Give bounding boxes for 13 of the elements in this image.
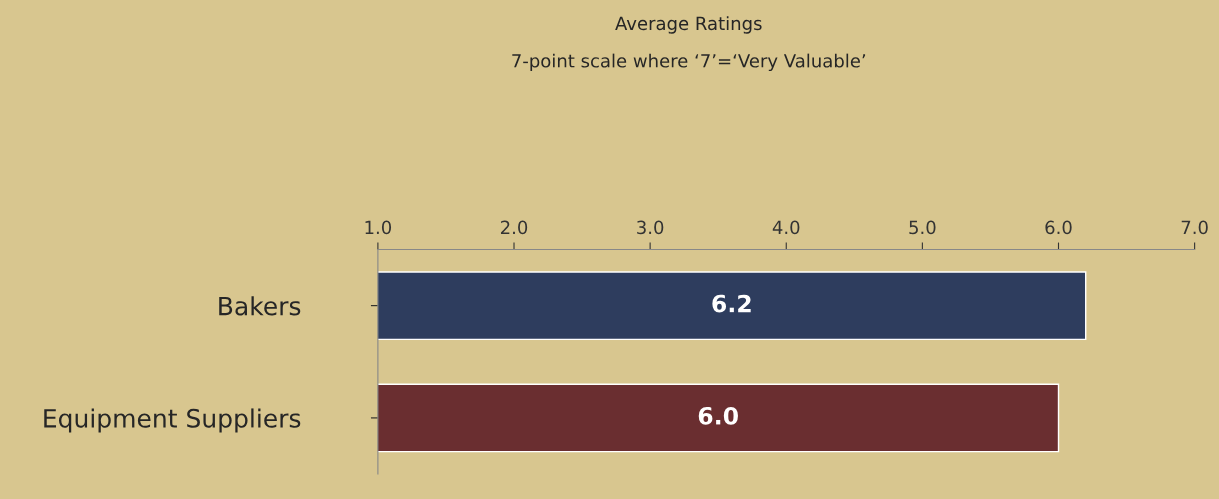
x-tick-label: 4.0 [772, 220, 800, 235]
y-tick-label: Equipment Suppliers [44, 408, 301, 433]
x-tick-label: 7.0 [1181, 220, 1208, 235]
x-tick-label: 6.0 [1045, 220, 1072, 235]
data-label: 6.2 [712, 294, 751, 313]
chart-subtitle: 7-point scale where ‘7’=‘Very Valuable’ [512, 53, 866, 72]
x-tick-label: 2.0 [500, 220, 528, 235]
x-tick-label: 1.0 [365, 220, 392, 235]
x-tick-label: 3.0 [637, 220, 664, 235]
y-tick-label: Bakers [219, 296, 301, 316]
x-tick-label: 5.0 [909, 220, 936, 235]
data-label: 6.0 [698, 406, 738, 425]
chart-title: Average Ratings [615, 16, 762, 34]
